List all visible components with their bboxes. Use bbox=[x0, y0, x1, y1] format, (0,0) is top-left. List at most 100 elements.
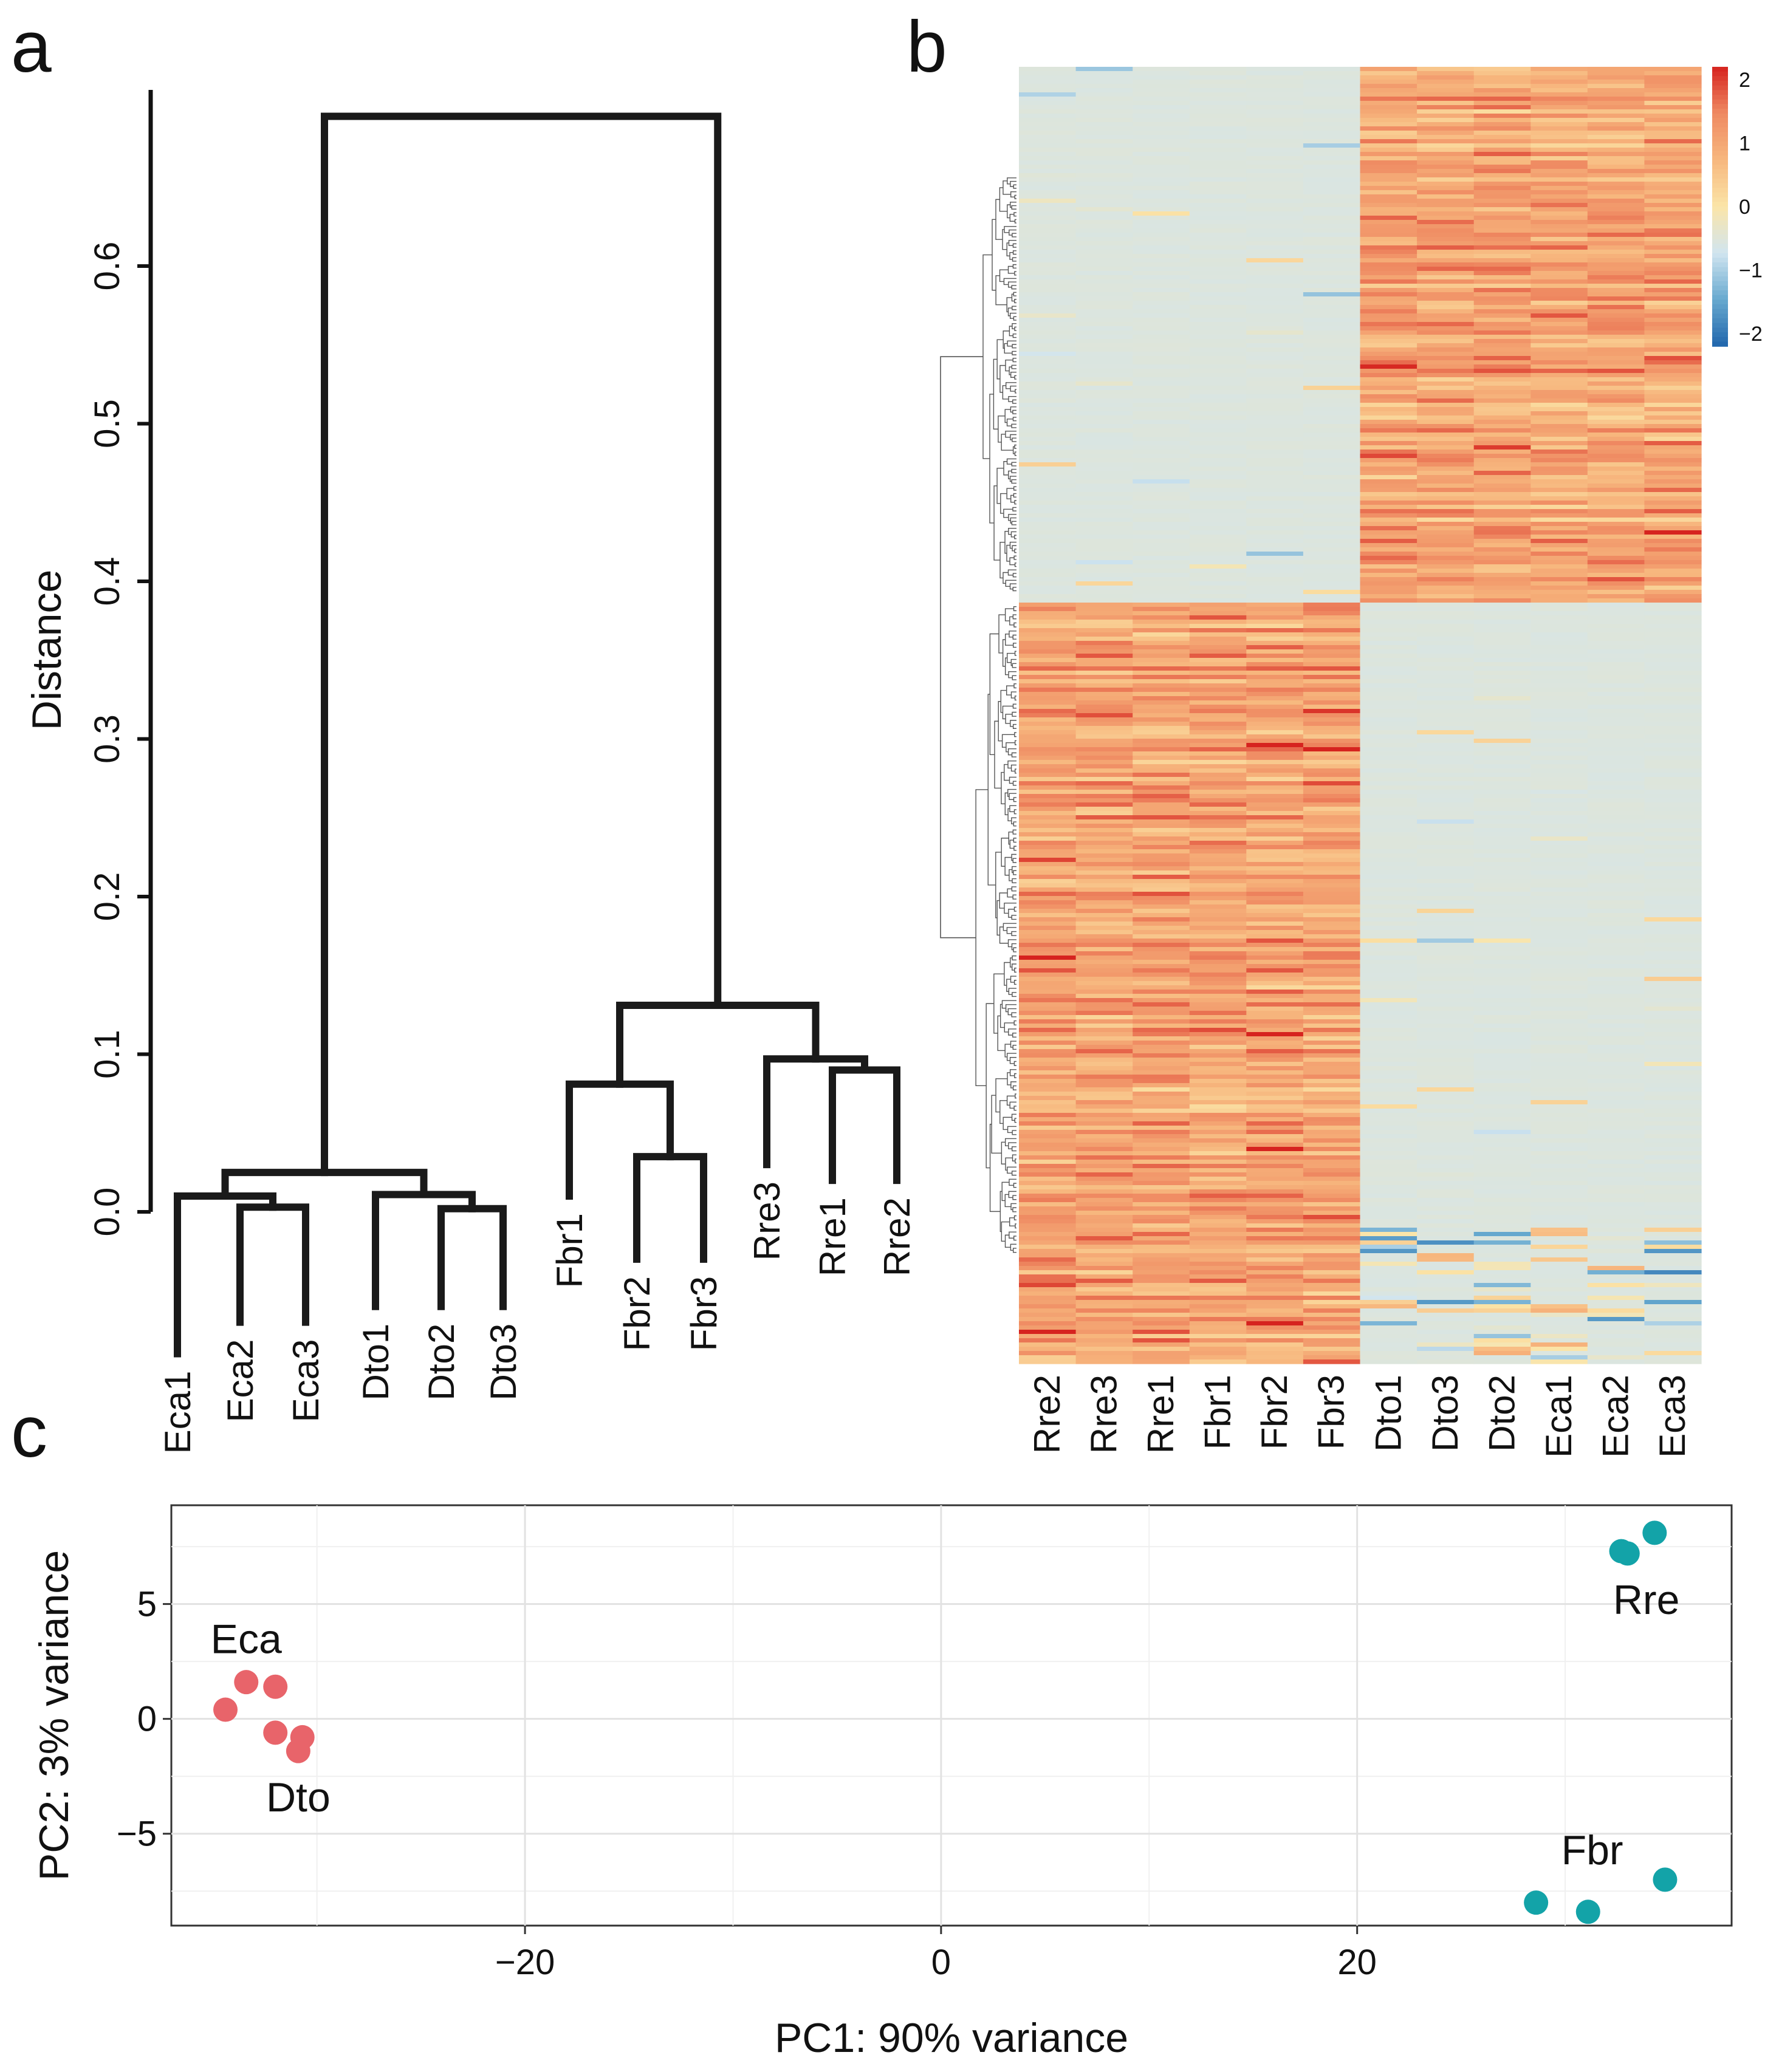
heatmap-cell bbox=[1189, 101, 1247, 106]
heatmap-cell bbox=[1644, 968, 1702, 973]
heatmap-cell bbox=[1530, 1168, 1588, 1173]
heatmap-cell bbox=[1587, 254, 1645, 259]
heatmap-cell bbox=[1303, 288, 1361, 293]
heatmap-column-label-Dto3: Dto3 bbox=[1425, 1375, 1465, 1452]
heatmap-cell bbox=[1587, 356, 1645, 361]
heatmap-cell bbox=[1417, 118, 1475, 123]
heatmap-cell bbox=[1473, 598, 1531, 603]
heatmap-cell bbox=[1019, 271, 1077, 276]
heatmap-cell bbox=[1473, 1164, 1531, 1169]
heatmap-cell bbox=[1133, 990, 1190, 994]
row-dendrogram-link bbox=[1012, 878, 1016, 883]
heatmap-cell bbox=[1189, 887, 1247, 892]
heatmap-cell bbox=[1189, 1126, 1247, 1130]
heatmap-cell bbox=[1019, 934, 1077, 939]
heatmap-cell bbox=[1530, 994, 1588, 999]
heatmap-cell bbox=[1530, 182, 1588, 186]
heatmap-cell bbox=[1473, 254, 1531, 259]
heatmap-cell bbox=[1360, 1334, 1417, 1339]
heatmap-cell bbox=[1473, 739, 1531, 744]
pca-point-Rre bbox=[1609, 1539, 1634, 1564]
heatmap-cell bbox=[1360, 471, 1417, 476]
heatmap-cell bbox=[1360, 1130, 1417, 1135]
heatmap-cell bbox=[1133, 1351, 1190, 1356]
heatmap-cell bbox=[1644, 513, 1702, 518]
heatmap-cell bbox=[1075, 84, 1133, 89]
heatmap-cell bbox=[1360, 522, 1417, 527]
heatmap-cell bbox=[1303, 1053, 1361, 1058]
heatmap-cell bbox=[1133, 462, 1190, 467]
row-dendrogram-link bbox=[1009, 214, 1015, 222]
heatmap-cell bbox=[1303, 207, 1361, 212]
heatmap-cell bbox=[1530, 522, 1588, 527]
heatmap-cell bbox=[1189, 853, 1247, 858]
heatmap-cell bbox=[1246, 722, 1304, 727]
heatmap-cell bbox=[1075, 220, 1133, 225]
heatmap-cell bbox=[1587, 717, 1645, 722]
heatmap-cell bbox=[1473, 381, 1531, 386]
heatmap-cell bbox=[1019, 424, 1077, 429]
heatmap-cell bbox=[1360, 994, 1417, 999]
colorbar-segment bbox=[1712, 221, 1728, 226]
heatmap-cell bbox=[1189, 1338, 1247, 1343]
row-dendrogram-link bbox=[1008, 1191, 1016, 1198]
heatmap-cell bbox=[1189, 773, 1247, 778]
heatmap-cell bbox=[1417, 1181, 1475, 1186]
heatmap-cell bbox=[1303, 756, 1361, 761]
heatmap-cell bbox=[1644, 904, 1702, 909]
heatmap-cell bbox=[1587, 518, 1645, 522]
heatmap-cell bbox=[1246, 467, 1304, 471]
heatmap-cell bbox=[1644, 245, 1702, 250]
heatmap-cell bbox=[1246, 560, 1304, 565]
heatmap-cell bbox=[1360, 211, 1417, 216]
heatmap-cell bbox=[1075, 900, 1133, 905]
heatmap-cell bbox=[1075, 1296, 1133, 1301]
heatmap-cell bbox=[1473, 411, 1531, 416]
heatmap-cell bbox=[1587, 743, 1645, 748]
heatmap-cell bbox=[1019, 1121, 1077, 1126]
heatmap-cell bbox=[1019, 364, 1077, 369]
heatmap-cell bbox=[1360, 751, 1417, 756]
heatmap-cell bbox=[1303, 1313, 1361, 1318]
heatmap-cell bbox=[1473, 279, 1531, 284]
heatmap-cell bbox=[1417, 1053, 1475, 1058]
heatmap-cell bbox=[1075, 292, 1133, 297]
heatmap-cell bbox=[1303, 479, 1361, 484]
heatmap-cell bbox=[1644, 985, 1702, 990]
heatmap-cell bbox=[1587, 148, 1645, 152]
heatmap-cell bbox=[1075, 1049, 1133, 1054]
heatmap-cell bbox=[1360, 1211, 1417, 1216]
heatmap-cell bbox=[1303, 275, 1361, 280]
heatmap-cell bbox=[1417, 539, 1475, 544]
heatmap-cell bbox=[1473, 751, 1531, 756]
row-dendrogram-link bbox=[1010, 1081, 1016, 1089]
heatmap-cell bbox=[1530, 1041, 1588, 1045]
heatmap-cell bbox=[1417, 943, 1475, 948]
heatmap-cell bbox=[1530, 1317, 1588, 1322]
pca-y-axis-title: PC2: 3% variance bbox=[31, 1550, 77, 1881]
heatmap-cell bbox=[1587, 815, 1645, 820]
heatmap-cell bbox=[1473, 1045, 1531, 1050]
heatmap-cell bbox=[1133, 883, 1190, 888]
heatmap-cell bbox=[1303, 437, 1361, 442]
heatmap-cell bbox=[1417, 390, 1475, 395]
row-dendrogram-link bbox=[1010, 202, 1016, 208]
heatmap-cell bbox=[1189, 747, 1247, 752]
heatmap-cell bbox=[1587, 194, 1645, 199]
heatmap-cell bbox=[1019, 1355, 1077, 1360]
row-dendrogram-link bbox=[1014, 651, 1016, 656]
heatmap-cell bbox=[1530, 1151, 1588, 1156]
heatmap-cell bbox=[1133, 450, 1190, 454]
heatmap-cell bbox=[1246, 1024, 1304, 1028]
heatmap-cell bbox=[1075, 424, 1133, 429]
row-dendrogram-link bbox=[991, 1095, 1002, 1154]
heatmap-cell bbox=[1644, 1330, 1702, 1335]
heatmap-cell bbox=[1019, 360, 1077, 365]
heatmap-cell bbox=[1644, 271, 1702, 276]
heatmap-cell bbox=[1075, 530, 1133, 535]
heatmap-cell bbox=[1360, 904, 1417, 909]
heatmap-cell bbox=[1246, 450, 1304, 454]
heatmap-cell bbox=[1246, 267, 1304, 272]
heatmap-cell bbox=[1075, 824, 1133, 829]
heatmap-cell bbox=[1360, 182, 1417, 186]
